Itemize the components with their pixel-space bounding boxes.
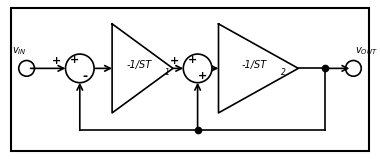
Text: +: + (52, 56, 62, 66)
Text: $v_{OUT}$: $v_{OUT}$ (355, 45, 378, 57)
Text: -1/ST: -1/ST (126, 60, 151, 70)
Text: 1: 1 (165, 68, 169, 77)
Polygon shape (112, 24, 173, 113)
Text: +: + (70, 55, 79, 66)
Text: +: + (170, 56, 179, 66)
Ellipse shape (183, 54, 212, 83)
Text: +: + (198, 71, 207, 81)
Polygon shape (218, 24, 298, 113)
Text: $v_{IN}$: $v_{IN}$ (12, 45, 26, 57)
Text: -1/ST: -1/ST (242, 60, 267, 70)
Text: +: + (188, 55, 197, 66)
Text: -: - (82, 70, 87, 83)
Text: 2: 2 (281, 68, 285, 77)
Ellipse shape (65, 54, 94, 83)
